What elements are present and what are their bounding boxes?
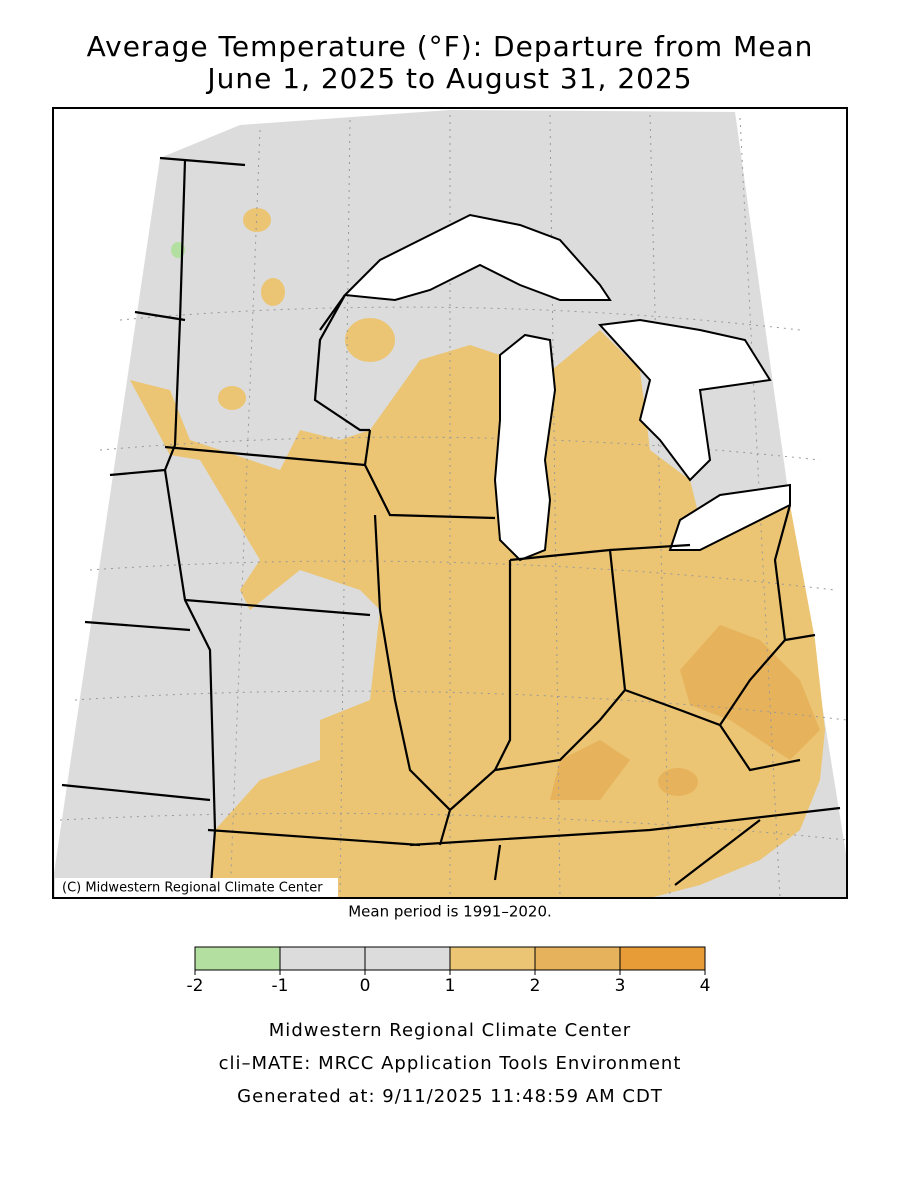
footer: cli–MATE: MRCC Application Tools Environ… [219,1053,682,1074]
legend-swatch [194,946,281,971]
legend-label: -2 [187,976,204,996]
footer: Midwestern Regional Climate Center [269,1020,631,1041]
legend-swatch [619,946,706,971]
copyright: (C) Midwestern Regional Climate Center [62,881,323,896]
lake [493,333,557,562]
footer: Generated at: 9/11/2025 11:48:59 AM CDT [237,1086,663,1107]
legend-label: 2 [530,976,541,996]
warm-region [345,318,395,362]
legend-label: 3 [615,976,626,996]
legend-swatch [279,946,366,971]
subtitle: June 1, 2025 to August 31, 2025 [205,62,692,95]
copyright-box [55,878,338,897]
lake [668,483,791,551]
legend-label: 4 [700,976,711,996]
warm-region [218,386,246,410]
warm-region [243,208,271,232]
legend-swatch [534,946,621,971]
warm-region [130,330,825,898]
note: Mean period is 1991–2020. [348,903,552,921]
legend-swatch [449,946,536,971]
lake [342,213,612,302]
map: (C) Midwestern Regional Climate Center [52,107,848,899]
warmer-region [658,768,698,796]
warmer-region [680,625,820,760]
legend-label: -1 [272,976,289,996]
map-frame [52,107,848,899]
legend-label: 1 [445,976,456,996]
legend-swatch [364,946,451,971]
legend-label: 0 [360,976,371,996]
warm-region [261,278,285,306]
warmer-region [550,740,630,800]
lake [597,318,772,482]
title: Average Temperature (°F): Departure from… [87,30,814,63]
legend: -2 -1 0 1 2 3 4 [187,946,711,996]
